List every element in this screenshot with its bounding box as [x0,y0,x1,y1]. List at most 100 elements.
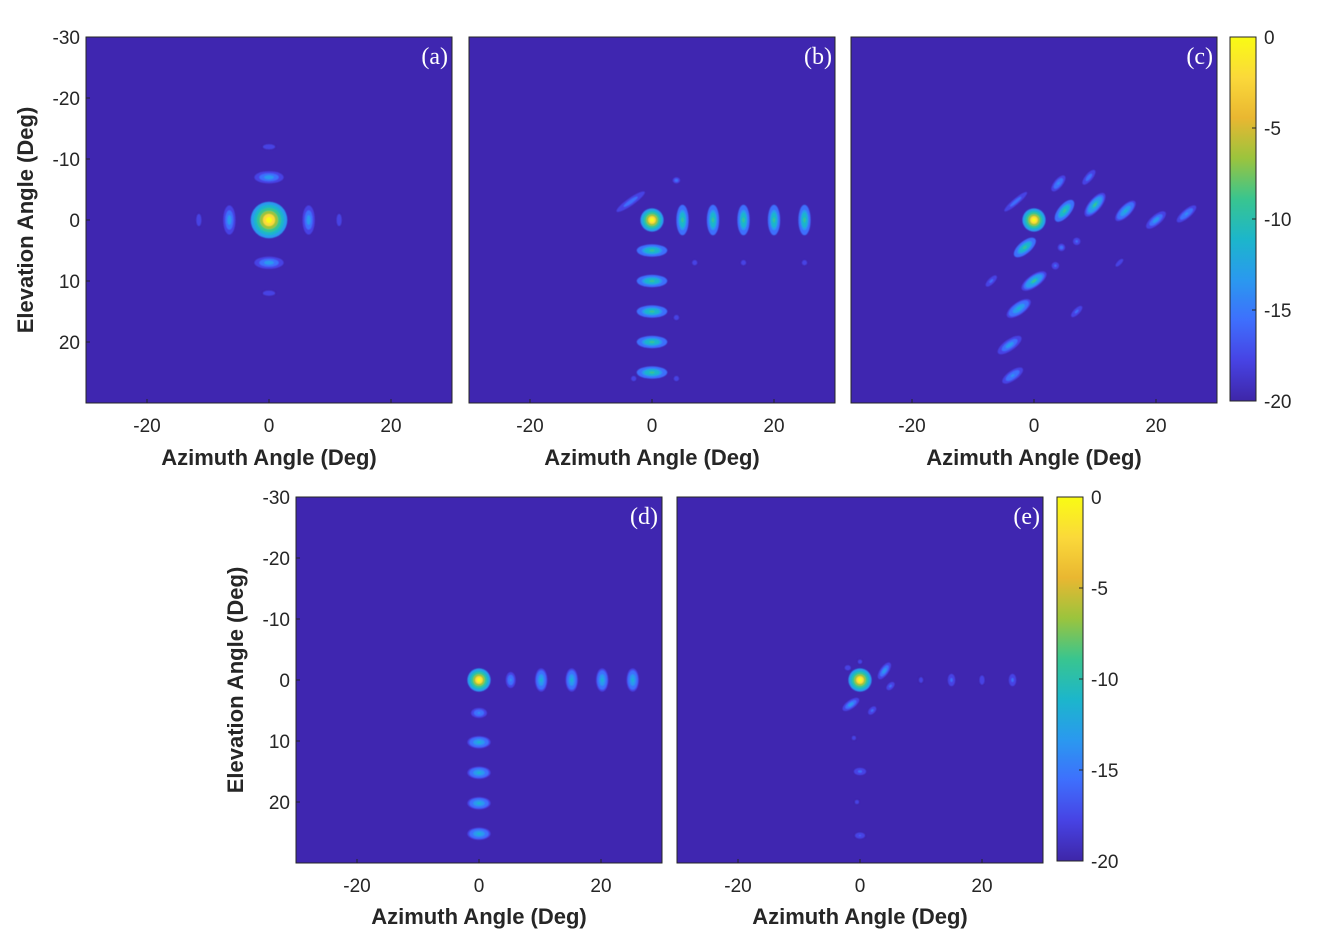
panel-d-lobe-3 [565,668,578,692]
panel-b-lobe-12 [672,177,681,184]
panel-a-lobe-1 [223,205,236,235]
panel-d-lobe-9 [467,797,491,810]
panel-b-lobe-14 [740,259,747,266]
panel-e-plot-area [677,497,1043,863]
panel-c-lobe-9 [997,335,1022,355]
panel-e-lobe-11 [850,734,857,741]
panel-a-ytick-label-3: 0 [69,211,80,232]
panel-c-lobe-17 [985,275,997,287]
panel-a-lobe-6 [254,256,284,269]
panel-e-lobe-14 [853,831,867,840]
panel-a-lobe-7 [261,143,277,150]
panel-e-label: (e) [1013,504,1040,530]
panel-a-ylabel: Elevation Angle (Deg) [13,107,38,334]
panel-e-xlabel: Azimuth Angle (Deg) [752,904,968,929]
panel-d-lobe-0 [467,668,491,692]
panel-b-lobe-9 [636,335,668,349]
panel-a-ytick-label-5: 20 [59,333,80,354]
panel-c-xtick-label-1: 0 [1029,416,1040,437]
panel-e-lobe-10 [1008,673,1017,687]
panel-b-label: (b) [804,44,832,70]
panel-c-colorbar-tick-label-3: -15 [1264,301,1291,322]
panel-b-lobe-0 [640,208,664,232]
panel-c-plot-area [851,37,1217,403]
panel-b: Azimuth Angle (Deg) -20 0 20 (b) [468,36,836,470]
panel-d: Azimuth Angle (Deg) Elevation Angle (Deg… [223,488,663,929]
panel-a-lobe-5 [254,171,284,184]
panel-c-colorbar-tick-label-1: -5 [1264,119,1281,140]
panel-e-colorbar-tick-label-0: 0 [1091,488,1102,509]
panel-c-lobe-15 [1073,237,1081,246]
panel-b-lobe-4 [767,204,781,236]
panel-e-colorbar-tick-label-4: -20 [1091,852,1118,873]
panel-c-lobe-2 [1084,192,1106,217]
panel-e-lobe-2 [842,697,860,712]
panel-e-lobe-12 [853,767,867,776]
panel-b-lobe-11 [616,191,645,212]
panel-c-lobe-5 [1176,205,1197,223]
panel-b-lobe-17 [630,375,637,382]
panel-c-colorbar-tick-label-2: -10 [1264,210,1291,231]
panel-c-lobe-19 [1114,258,1125,268]
panel-d-lobe-10 [467,827,491,840]
panel-b-lobe-3 [737,204,750,236]
panel-a-lobe-3 [195,212,202,228]
panel-c: Azimuth Angle (Deg) -20 0 20 0 -5 -10 -15 -20 (c… [850,28,1291,470]
panel-d-lobe-4 [596,668,609,692]
panel-a-plot-area [86,37,452,403]
panel-b-plot-area [469,37,835,403]
panel-a-xtick-label-1: 0 [264,416,275,437]
panel-c-xlabel: Azimuth Angle (Deg) [926,445,1142,470]
panel-d-lobe-1 [505,672,516,688]
panel-b-xtick-label-2: 20 [763,416,784,437]
panel-c-lobe-4 [1146,211,1166,229]
panel-c-colorbar-tick-label-4: -20 [1264,392,1291,413]
panel-c-lobe-16 [1051,262,1060,270]
panel-e: Azimuth Angle (Deg) -20 0 20 0 -5 -10 -15 -20 (e… [676,488,1118,929]
panel-c-lobe-7 [1021,271,1047,291]
panel-b-lobe-10 [636,366,668,379]
panel-a-xtick-label-2: 20 [380,416,401,437]
panel-e-lobe-6 [856,658,864,665]
panel-a-lobe-0 [250,201,288,239]
panel-c-lobe-11 [1051,175,1066,192]
panel-e-colorbar-tick-label-3: -15 [1091,761,1118,782]
panel-e-xtick-label-1: 0 [855,876,866,897]
panel-d-xtick-label-2: 20 [590,876,611,897]
panel-a-label: (a) [421,44,448,70]
panel-b-lobe-1 [676,204,689,236]
panel-b-lobe-13 [691,259,698,266]
panel-c-lobe-10 [1002,367,1024,384]
panel-c-xtick-label-2: 20 [1145,416,1166,437]
panel-d-lobe-2 [535,668,548,692]
panel-b-xtick-label-0: -20 [516,416,543,437]
panel-d-ytick-label-0: -30 [263,488,290,509]
panel-d-ylabel: Elevation Angle (Deg) [223,567,248,794]
panel-b-lobe-8 [636,305,668,318]
panel-e-lobe-0 [848,668,872,692]
panel-e-colorbar [1056,496,1084,862]
panel-e-lobe-3 [886,682,895,691]
panel-d-ytick-label-1: -20 [263,549,290,570]
panel-a-ytick-label-0: -30 [53,28,80,49]
panel-d-ytick-label-2: -10 [263,610,290,631]
panel-a-ytick-label-4: 10 [59,272,80,293]
panel-d-xtick-label-1: 0 [474,876,485,897]
panel-e-lobe-4 [868,706,877,715]
panel-d-ytick-label-4: 10 [269,732,290,753]
panel-d-ytick-label-3: 0 [279,671,290,692]
panel-b-lobe-15 [801,259,808,266]
panel-c-lobe-1 [1054,199,1075,222]
panel-d-xtick-label-0: -20 [343,876,370,897]
panel-c-lobe-12 [1082,169,1096,185]
panel-c-label: (c) [1186,44,1213,70]
panel-d-lobe-6 [471,708,487,718]
panel-d-plot-area [296,497,662,863]
panel-b-lobe-18 [673,375,680,382]
panel-a-ytick-label-2: -10 [53,150,80,171]
panel-d-ytick-label-5: 20 [269,793,290,814]
panel-e-lobe-1 [877,662,892,680]
panel-b-lobe-2 [706,204,720,236]
panel-c-lobe-8 [1006,298,1031,318]
